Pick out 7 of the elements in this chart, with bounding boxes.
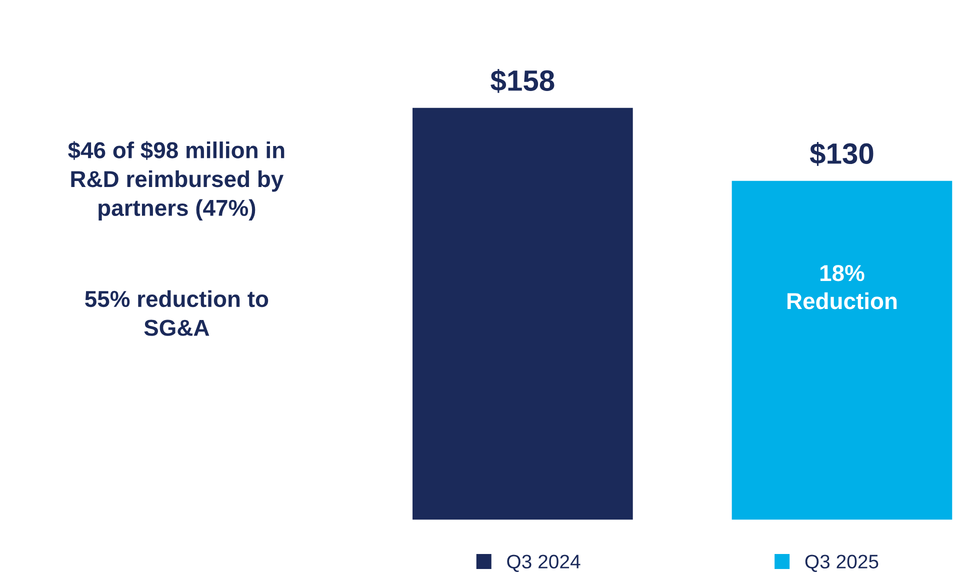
annotation: 18% Reduction bbox=[788, 265, 897, 310]
legend-label: Q3 2025 bbox=[805, 554, 878, 572]
text: 55% reduction to SG&A bbox=[85, 290, 268, 336]
text: $46 of $98 million in R&D reimbursed by partners (47%) bbox=[68, 141, 284, 221]
data-label: $130 bbox=[810, 142, 874, 166]
data-label: $158 bbox=[490, 69, 554, 93]
legend-label: Q3 2024 bbox=[507, 554, 580, 572]
